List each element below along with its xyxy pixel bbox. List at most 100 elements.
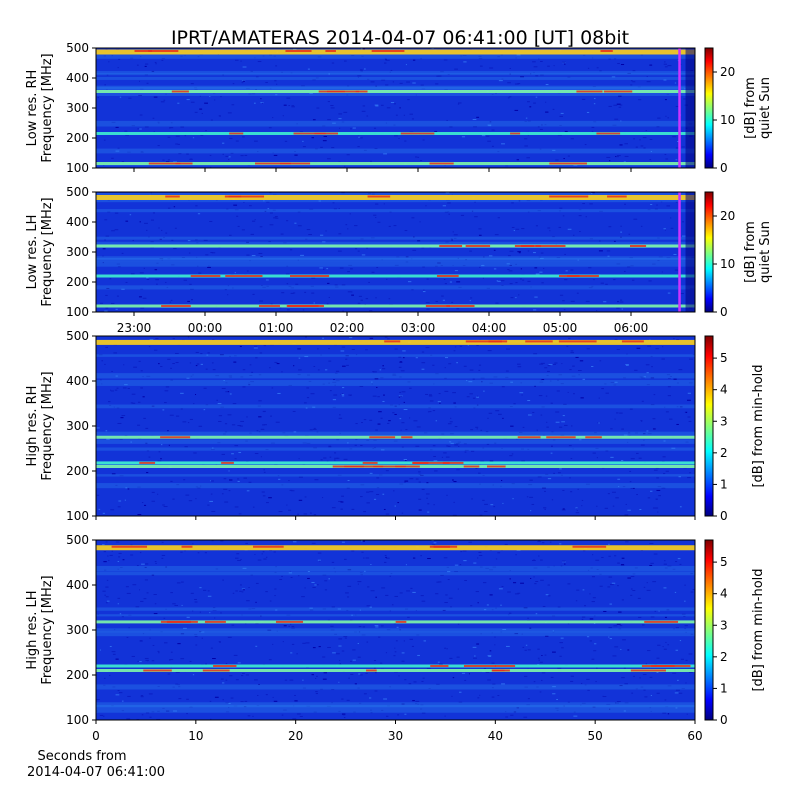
noise-speck bbox=[360, 70, 363, 72]
noise-speck bbox=[165, 386, 170, 388]
noise-speck bbox=[189, 283, 192, 285]
noise-speck bbox=[105, 346, 109, 348]
colorbar bbox=[704, 539, 714, 721]
noise-speck bbox=[685, 631, 687, 633]
noise-speck bbox=[194, 88, 198, 90]
noise-speck bbox=[481, 135, 486, 137]
noise-speck bbox=[458, 445, 460, 447]
noise-speck bbox=[203, 239, 208, 241]
noise-speck bbox=[417, 240, 421, 242]
noise-speck bbox=[141, 714, 144, 716]
noise-speck bbox=[645, 364, 650, 366]
noise-speck bbox=[104, 569, 107, 571]
emission-hotspot bbox=[225, 275, 263, 277]
noise-speck bbox=[437, 401, 441, 403]
noise-speck bbox=[189, 706, 193, 708]
noise-speck bbox=[587, 689, 590, 691]
noise-speck bbox=[591, 192, 593, 194]
noise-speck bbox=[545, 635, 549, 637]
noise-speck bbox=[121, 161, 125, 163]
noise-speck bbox=[646, 384, 650, 386]
noise-speck bbox=[509, 455, 513, 457]
noise-speck bbox=[423, 640, 426, 642]
noise-speck bbox=[97, 97, 99, 99]
noise-speck bbox=[334, 452, 337, 454]
noise-speck bbox=[297, 513, 300, 515]
noise-speck bbox=[396, 256, 400, 258]
noise-speck bbox=[122, 387, 127, 389]
noise-speck bbox=[417, 703, 420, 705]
noise-speck bbox=[187, 240, 191, 242]
noise-speck bbox=[323, 457, 327, 459]
noise-speck bbox=[277, 392, 281, 394]
noise-speck bbox=[681, 688, 685, 690]
noise-speck bbox=[404, 481, 406, 483]
noise-speck bbox=[663, 648, 667, 650]
noise-speck bbox=[446, 445, 449, 447]
noise-speck bbox=[151, 500, 156, 502]
noise-speck bbox=[394, 505, 396, 507]
noise-speck bbox=[639, 509, 642, 511]
noise-speck bbox=[358, 626, 362, 628]
noise-speck bbox=[383, 698, 388, 700]
noise-speck bbox=[143, 417, 146, 419]
y-tick-label: 400 bbox=[66, 374, 89, 388]
noise-speck bbox=[385, 59, 387, 61]
noise-speck bbox=[129, 214, 132, 216]
x-tick-label: 20 bbox=[288, 729, 303, 743]
noise-speck bbox=[111, 473, 116, 475]
noise-speck bbox=[274, 80, 277, 82]
noise-speck bbox=[236, 553, 240, 555]
noise-speck bbox=[197, 487, 201, 489]
noise-speck bbox=[124, 499, 126, 501]
noise-speck bbox=[369, 472, 373, 474]
y-tick-label: 300 bbox=[66, 245, 89, 259]
noise-speck bbox=[106, 600, 110, 602]
noise-speck bbox=[371, 381, 373, 383]
noise-speck bbox=[546, 421, 548, 423]
noise-speck bbox=[646, 76, 648, 78]
noise-speck bbox=[412, 557, 416, 559]
noise-speck bbox=[220, 96, 222, 98]
noise-speck bbox=[292, 410, 296, 412]
noise-speck bbox=[139, 552, 142, 554]
noise-speck bbox=[530, 286, 532, 288]
noise-speck bbox=[227, 636, 232, 638]
noise-speck bbox=[283, 242, 287, 244]
noise-speck bbox=[415, 610, 417, 612]
noise-speck bbox=[480, 633, 482, 635]
noise-speck bbox=[229, 137, 233, 139]
noise-speck bbox=[570, 680, 574, 682]
noise-speck bbox=[456, 308, 460, 310]
noise-speck bbox=[148, 346, 151, 348]
noise-speck bbox=[362, 626, 366, 628]
noise-speck bbox=[324, 580, 328, 582]
noise-speck bbox=[298, 369, 302, 371]
noise-speck bbox=[524, 120, 527, 122]
noise-speck bbox=[425, 302, 430, 304]
emission-hotspot bbox=[558, 340, 597, 343]
noise-speck bbox=[573, 393, 575, 395]
noise-speck bbox=[225, 391, 228, 393]
noise-speck bbox=[611, 582, 616, 584]
noise-speck bbox=[394, 413, 397, 415]
noise-speck bbox=[560, 383, 564, 385]
noise-speck bbox=[449, 657, 453, 659]
noise-speck bbox=[190, 592, 194, 594]
noise-speck bbox=[371, 193, 375, 195]
noise-speck bbox=[601, 388, 604, 390]
noise-speck bbox=[229, 479, 233, 481]
noise-speck bbox=[211, 540, 214, 542]
noise-speck bbox=[382, 368, 386, 370]
noise-speck bbox=[516, 363, 521, 365]
noise-speck bbox=[611, 491, 616, 493]
noise-speck bbox=[300, 254, 305, 256]
noise-speck bbox=[115, 150, 120, 152]
noise-speck bbox=[497, 552, 501, 554]
noise-speck bbox=[233, 204, 238, 206]
noise-speck bbox=[138, 94, 142, 96]
noise-speck bbox=[547, 595, 551, 597]
noise-speck bbox=[562, 215, 565, 217]
noise-speck bbox=[445, 456, 450, 458]
